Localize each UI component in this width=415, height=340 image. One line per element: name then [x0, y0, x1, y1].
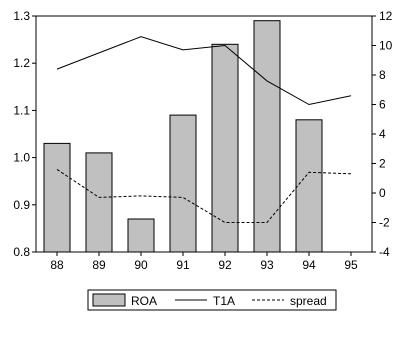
x-tick-label: 88 [50, 258, 64, 272]
right-tick-label: 0 [379, 186, 386, 200]
bar-series-roa [43, 20, 323, 253]
line-t1a [56, 36, 352, 106]
right-tick-label: 8 [379, 68, 386, 82]
right-tick-label: 10 [379, 39, 393, 53]
left-tick-label: 0.9 [13, 198, 30, 212]
left-tick-label: 1.2 [13, 56, 30, 70]
bar-89 [85, 152, 113, 253]
left-axis: 0.8 0.9 1.0 1.1 1.2 1.3 [13, 9, 36, 259]
legend-label-t1a: T1A [213, 294, 235, 308]
legend-label-roa: ROA [131, 294, 157, 308]
legend-swatch-roa [92, 293, 126, 307]
line-series [56, 36, 352, 223]
right-axis: -4 -2 0 2 4 6 8 10 12 [372, 9, 393, 259]
legend: ROA T1A spread [87, 289, 337, 311]
right-tick-label: -4 [379, 245, 390, 259]
x-axis: 88 89 90 91 92 93 94 95 [50, 252, 358, 272]
legend-box [87, 289, 337, 311]
left-tick-label: 1.1 [13, 103, 30, 117]
right-tick-label: 4 [379, 127, 386, 141]
left-tick-label: 0.8 [13, 245, 30, 259]
x-tick-label: 94 [302, 258, 316, 272]
x-tick-label: 95 [344, 258, 358, 272]
bar-94 [295, 119, 323, 253]
x-tick-label: 93 [260, 258, 274, 272]
right-tick-label: 12 [379, 9, 393, 23]
bar-91 [169, 114, 197, 253]
bar-88 [43, 142, 71, 253]
right-tick-label: 6 [379, 98, 386, 112]
x-tick-label: 91 [176, 258, 190, 272]
line-spread [56, 168, 352, 223]
left-tick-label: 1.3 [13, 9, 30, 23]
bar-92 [211, 43, 239, 253]
right-tick-label: 2 [379, 157, 386, 171]
x-tick-label: 90 [134, 258, 148, 272]
legend-label-spread: spread [290, 294, 327, 308]
bar-90 [127, 218, 155, 253]
bar-93 [253, 20, 281, 253]
right-tick-label: -2 [379, 216, 390, 230]
left-tick-label: 1.0 [13, 151, 30, 165]
x-tick-label: 92 [218, 258, 232, 272]
x-tick-label: 89 [92, 258, 106, 272]
